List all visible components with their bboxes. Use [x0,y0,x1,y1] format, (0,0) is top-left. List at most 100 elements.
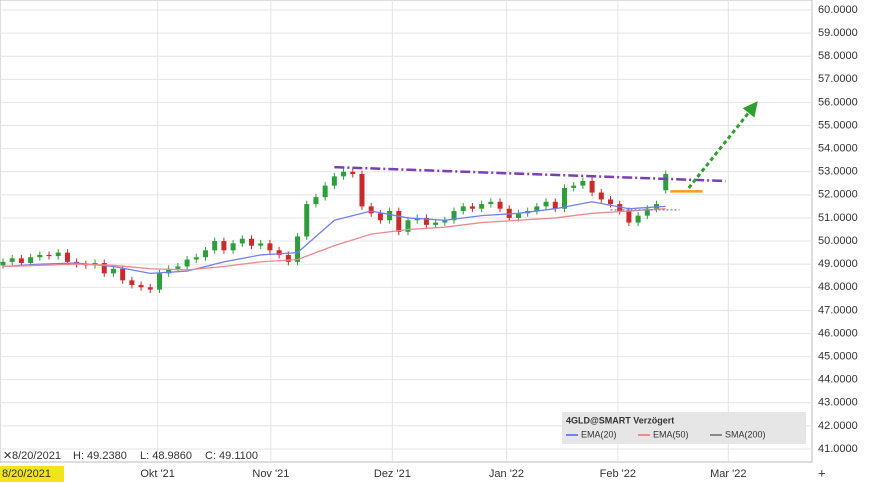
candle-body [120,268,126,281]
legend-label: EMA(50) [653,429,689,439]
candle-body [423,217,429,225]
candle-body [635,215,641,223]
y-tick-label: 43.0000 [818,397,858,409]
candle-body [387,211,393,221]
candle-body [396,211,402,232]
candle-body [156,273,162,290]
candle-body [608,199,613,205]
legend-box [562,412,806,444]
candle-body [267,243,273,251]
y-tick-label: 45.0000 [818,350,858,362]
candle-body [644,208,650,216]
candle-body [249,238,255,246]
info-date: 8/20/2021 [12,450,61,462]
candle-body [543,201,549,207]
candle-body [46,254,52,257]
y-tick-label: 58.0000 [818,50,858,62]
candle-body [9,258,15,262]
candle-body [451,211,457,221]
candle-body [28,257,34,264]
x-tick-label: Okt '21 [140,468,175,480]
candle-body [258,243,264,246]
x-tick-label: Nov '21 [252,468,289,480]
y-tick-label: 60.0000 [818,4,858,16]
candle-body [377,213,383,221]
candle-body [479,204,485,209]
y-tick-label: 54.0000 [818,143,858,155]
candle-body [304,204,310,237]
drawing-trendline [334,165,726,183]
candle-body [405,220,411,232]
candle-body [138,284,144,288]
y-tick-label: 53.0000 [818,166,858,178]
candle-body [37,254,43,258]
grid: 60.0000 59.0000 58.0000 57.0000 56.0000 55.00… [0,0,858,480]
info-high: H: 49.2380 [73,450,127,462]
candle-body [571,185,577,188]
candle-body [341,171,347,177]
candle-body [193,257,199,260]
candle-body [203,250,208,258]
cursor-date-box [0,466,64,482]
candle-body [0,261,6,266]
indicator-line [2,208,666,271]
legend-label: EMA(20) [581,429,617,439]
candle-body [322,185,328,198]
candle-body [497,201,503,209]
y-tick-label: 48.0000 [818,281,858,293]
candle-body [184,259,190,267]
y-tick-label: 55.0000 [818,119,858,131]
y-tick-label: 57.0000 [818,73,858,85]
candle-body [359,174,365,207]
candle-body [147,287,153,290]
candle-body [212,241,218,251]
candle-body [18,258,24,264]
candle-body [589,180,595,193]
y-tick-label: 42.0000 [818,420,858,432]
candle-body [350,171,356,175]
candle-body [221,241,227,251]
candle-body [230,243,236,251]
candles [0,168,669,294]
legend: EMA(20) EMA(50) SMA(200) [566,429,766,439]
x-tick-label: Feb '22 [600,468,636,480]
candle-body [580,180,586,186]
candle-body [626,211,632,223]
candle-body [331,176,337,186]
candle-body [552,201,558,209]
y-tick-label: 59.0000 [818,27,858,39]
candle-body [239,238,245,244]
info-low: L: 48.9860 [140,450,192,462]
candle-body [166,268,172,274]
candle-body [64,252,70,262]
zoom-icon[interactable]: + [818,465,826,480]
indicator-line [2,201,666,275]
candle-body [295,236,301,262]
candle-body [129,280,135,285]
drawing-arrow [687,101,758,189]
legend-title: 4GLD@SMART Verzögert [566,415,674,425]
candle-body [55,252,61,257]
candle-body [276,250,282,255]
candle-body [561,187,567,209]
y-tick-label: 41.0000 [818,443,858,455]
candle-body [515,213,521,218]
candle-body [175,266,181,269]
candle-body [433,222,439,225]
candle-body [534,206,540,212]
cursor-date: 8/20/2021 [2,468,51,480]
info-icon: ✕ [3,450,12,462]
candle-body [469,206,475,209]
y-tick-label: 51.0000 [818,212,858,224]
y-tick-label: 47.0000 [818,304,858,316]
candle-body [663,174,669,191]
x-tick-label: Mar '22 [710,468,746,480]
candle-body [442,220,448,223]
candle-body [460,206,466,212]
candle-body [368,206,374,214]
candle-body [313,197,319,205]
y-tick-label: 52.0000 [818,189,858,201]
candle-body [488,201,494,205]
candle-body [598,192,604,200]
